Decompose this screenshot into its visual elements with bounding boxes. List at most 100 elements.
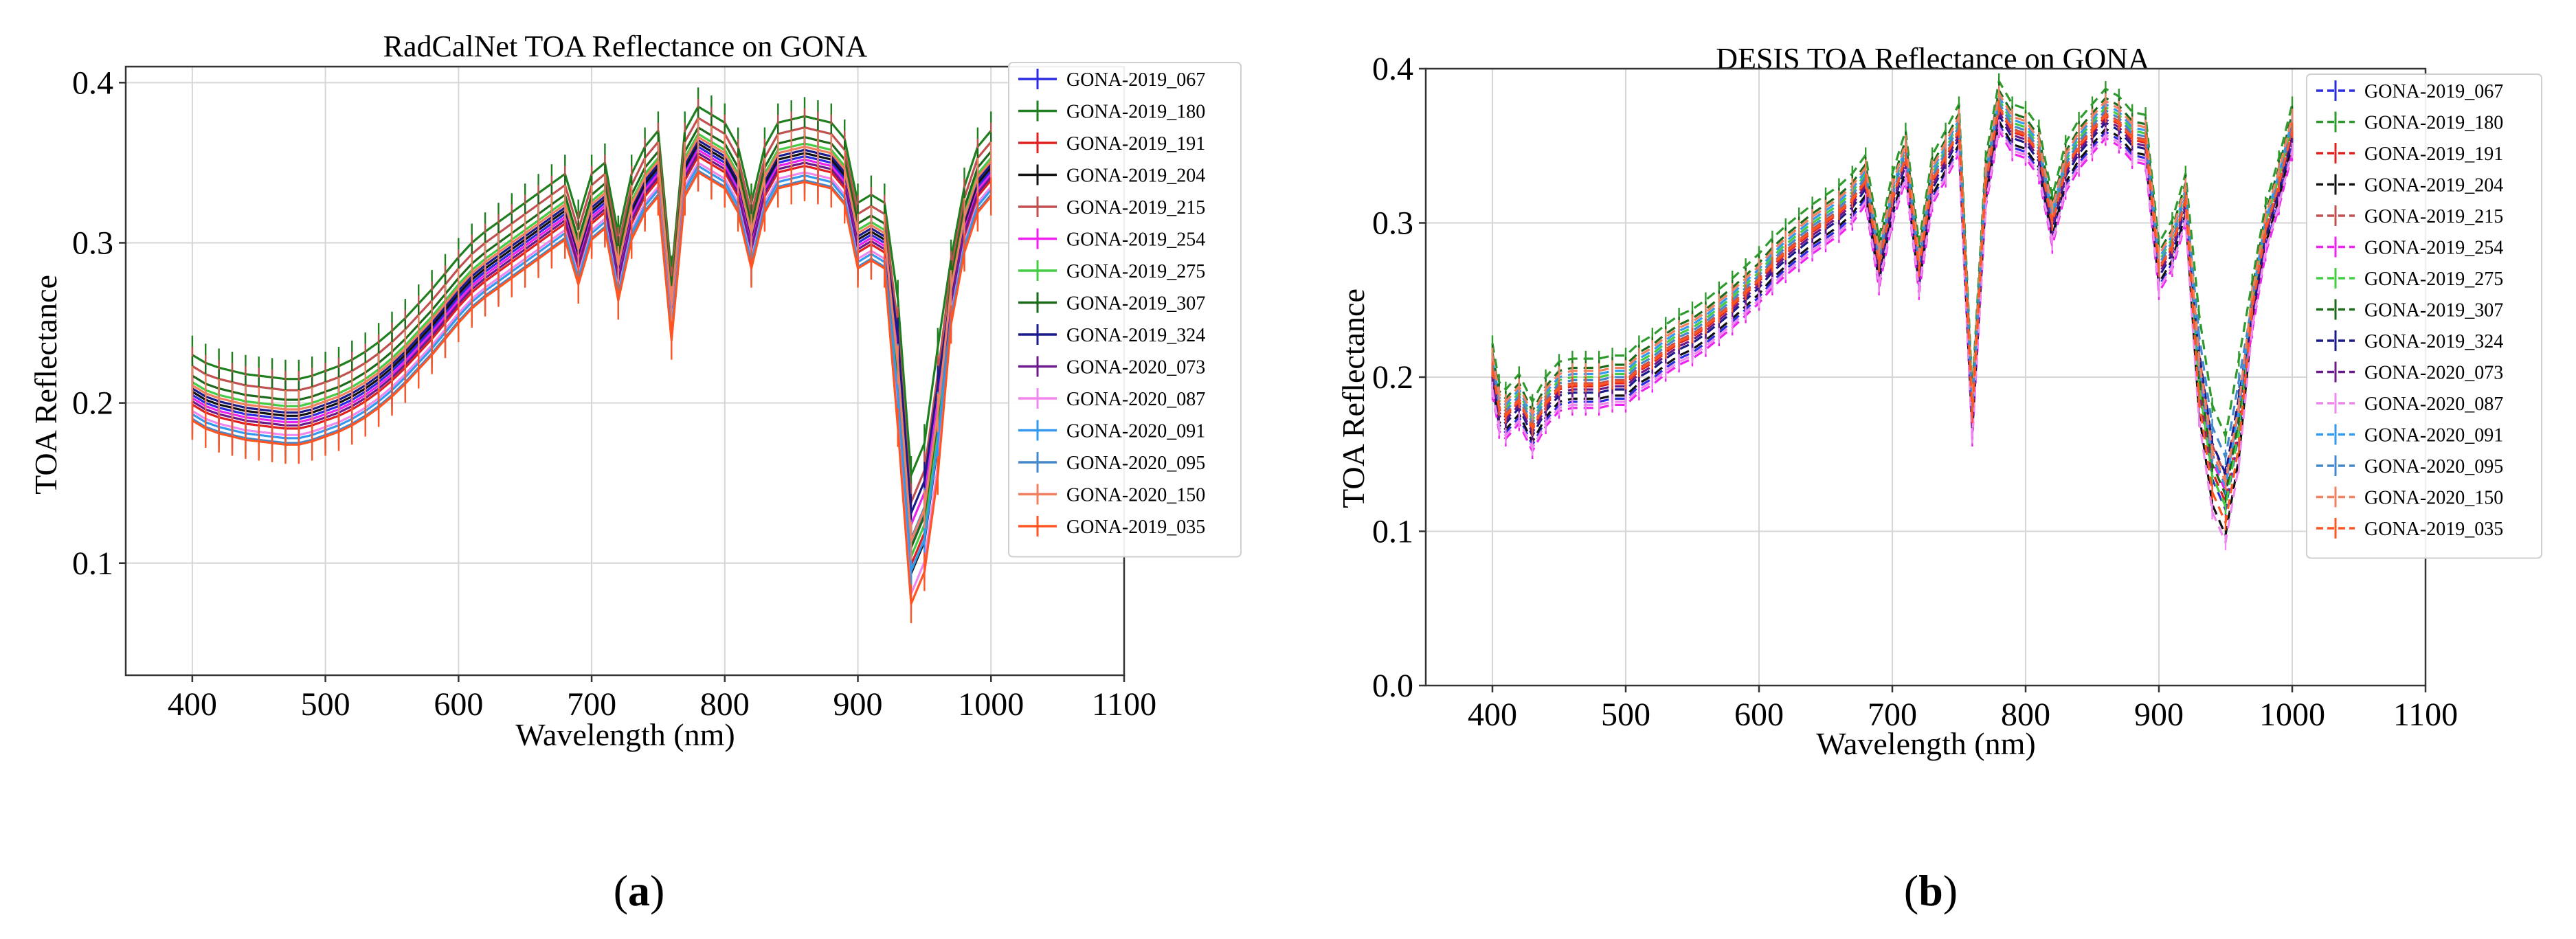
legend-label: GONA-2019_307: [2364, 300, 2503, 321]
legend-item: GONA-2019_307: [1018, 292, 1205, 315]
y-tick-label: 0.0: [1372, 668, 1413, 704]
x-tick-label: 800: [2001, 697, 2050, 733]
legend-label: GONA-2020_150: [1066, 485, 1205, 506]
legend: GONA-2019_067 GONA-2019_180 GONA-2019_191 G…: [1008, 62, 1242, 558]
legend-label: GONA-2019_180: [1066, 102, 1205, 123]
legend-label: GONA-2019_254: [2364, 238, 2503, 259]
panel-label: (a): [614, 866, 665, 915]
legend-box: [2306, 73, 2542, 559]
legend-item: GONA-2019_215: [1018, 196, 1205, 218]
legend-label: GONA-2019_204: [1066, 166, 1205, 187]
plot-area: 400 500 600 700 800 900 1000 1100 0.1 0.2 0.3 0.4: [72, 65, 1156, 723]
legend-item: GONA-2020_073: [2316, 361, 2503, 384]
x-tick-label: 900: [2134, 697, 2184, 733]
legend-item: GONA-2020_150: [2316, 486, 2503, 509]
panel-label: (b): [1904, 866, 1958, 915]
y-tick-label: 0.1: [1372, 514, 1413, 550]
series-line: [1491, 80, 2294, 438]
legend-item: GONA-2020_091: [2316, 424, 2503, 446]
legend-label: GONA-2019_324: [1066, 325, 1205, 346]
legend-item: GONA-2020_087: [2316, 393, 2503, 415]
panel-b: DESIS TOA Reflectance on GONA 400 500 600 7…: [1336, 42, 2542, 915]
plot-area: 400 500 600 700 800 900 1000 1100 0.0 0.1 0.2 0.3 0.…: [1372, 51, 2458, 733]
legend-label: GONA-2019_215: [2364, 206, 2503, 227]
legend-item: GONA-2020_150: [1018, 484, 1205, 506]
x-tick-label: 400: [1468, 697, 1517, 733]
legend-item: GONA-2019_204: [2316, 174, 2503, 196]
x-axis-label: Wavelength (nm): [515, 717, 735, 752]
series-GONA-2019_035: [191, 152, 992, 624]
legend-label: GONA-2019_067: [2364, 81, 2503, 102]
legend-item: GONA-2019_035: [1018, 516, 1205, 538]
legend-item: GONA-2019_191: [2316, 143, 2503, 165]
legend-label: GONA-2019_180: [2364, 113, 2503, 134]
legend-label: GONA-2019_204: [2364, 175, 2503, 196]
y-tick-label: 0.1: [72, 545, 113, 582]
legend: GONA-2019_067 GONA-2019_180 GONA-2019_191 G…: [2306, 73, 2542, 559]
y-tick-label: 0.2: [72, 385, 113, 422]
y-tick-label: 0.4: [72, 65, 113, 101]
legend-item: GONA-2019_180: [2316, 111, 2503, 134]
legend-label: GONA-2020_091: [1066, 421, 1205, 442]
legend-label: GONA-2020_087: [1066, 389, 1205, 410]
legend-label: GONA-2019_275: [1066, 261, 1205, 282]
legend-label: GONA-2019_191: [2364, 144, 2503, 165]
legend-item: GONA-2020_087: [1018, 388, 1205, 410]
legend-label: GONA-2020_087: [2364, 394, 2503, 415]
y-axis-label: TOA Reflectance: [28, 275, 63, 495]
x-tick-label: 700: [1868, 697, 1917, 733]
x-tick-label: 1000: [958, 686, 1024, 723]
legend-label: GONA-2020_073: [2364, 363, 2503, 384]
y-tick-label: 0.3: [1372, 205, 1413, 242]
legend-label: GONA-2020_095: [1066, 453, 1205, 474]
legend-item: GONA-2019_307: [2316, 299, 2503, 321]
legend-item: GONA-2019_254: [2316, 236, 2503, 259]
legend-item: GONA-2019_324: [1018, 324, 1205, 346]
x-tick-label: 900: [833, 686, 883, 723]
legend-label: GONA-2020_150: [2364, 488, 2503, 509]
legend-item: GONA-2019_204: [1018, 164, 1205, 187]
series-line: [1491, 92, 2294, 484]
y-tick-label: 0.3: [72, 225, 113, 261]
series-line: [1491, 126, 2294, 544]
legend-item: GONA-2020_091: [1018, 420, 1205, 442]
x-tick-label: 500: [1601, 697, 1650, 733]
x-tick-label: 1000: [2259, 697, 2325, 733]
legend-label: GONA-2020_091: [2364, 425, 2503, 446]
x-tick-label: 1100: [2393, 697, 2458, 733]
series-GONA-2020_150: [191, 117, 992, 561]
x-tick-label: 400: [168, 686, 217, 723]
x-tick-label: 700: [567, 686, 616, 723]
legend-item: GONA-2019_067: [1018, 69, 1205, 91]
legend-item: GONA-2020_095: [1018, 452, 1205, 474]
legend-label: GONA-2019_275: [2364, 269, 2503, 290]
x-tick-label: 600: [1734, 697, 1784, 733]
series-line: [1491, 120, 2294, 536]
legend-item: GONA-2019_275: [1018, 260, 1205, 282]
x-tick-label: 800: [700, 686, 750, 723]
x-tick-label: 500: [301, 686, 350, 723]
legend-label: GONA-2019_254: [1066, 229, 1205, 251]
legend-label: GONA-2019_191: [1066, 133, 1205, 155]
legend-label: GONA-2019_324: [2364, 331, 2503, 352]
y-tick-label: 0.2: [1372, 359, 1413, 396]
legend-item: GONA-2019_191: [1018, 133, 1205, 155]
legend-label: GONA-2019_215: [1066, 197, 1205, 218]
series-GONA-2020_087: [1491, 120, 2294, 550]
y-tick-label: 0.4: [1372, 51, 1413, 87]
legend-item: GONA-2019_215: [2316, 205, 2503, 227]
legend-label: GONA-2019_067: [1066, 69, 1205, 91]
legend-label: GONA-2020_073: [1066, 357, 1205, 378]
chart-title: DESIS TOA Reflectance on GONA: [1716, 42, 2150, 76]
legend-item: GONA-2020_095: [2316, 455, 2503, 477]
legend-item: GONA-2019_180: [1018, 100, 1205, 123]
legend-item: GONA-2019_275: [2316, 268, 2503, 290]
x-tick-label: 600: [434, 686, 483, 723]
legend-label: GONA-2020_095: [2364, 456, 2503, 477]
series-line: [1491, 106, 2294, 524]
legend-item: GONA-2019_254: [1018, 228, 1205, 251]
series-GONA-2019_035: [1491, 99, 2294, 531]
legend-label: GONA-2019_307: [1066, 293, 1205, 315]
x-tick-label: 1100: [1092, 686, 1156, 723]
legend-item: GONA-2019_067: [2316, 80, 2503, 102]
